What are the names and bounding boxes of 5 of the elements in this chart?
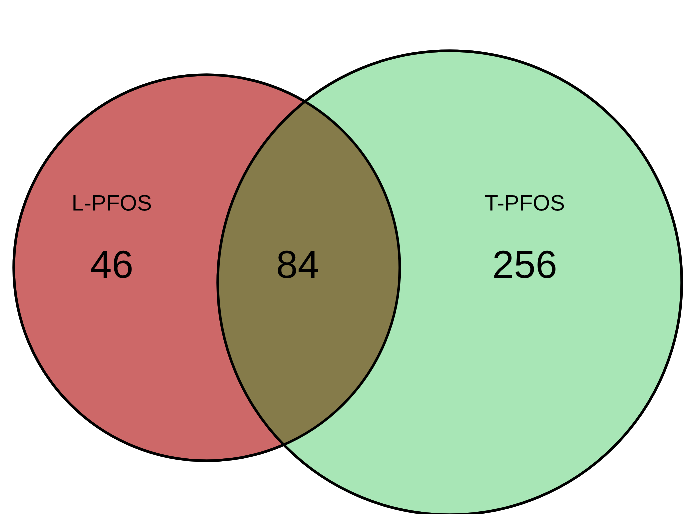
data-label: 46 [91, 250, 132, 278]
data-label: 84 [278, 250, 318, 278]
category-label: T-PFOS [485, 195, 564, 211]
category-label: L-PFOS [74, 195, 152, 211]
data-label: 256 [494, 250, 556, 278]
